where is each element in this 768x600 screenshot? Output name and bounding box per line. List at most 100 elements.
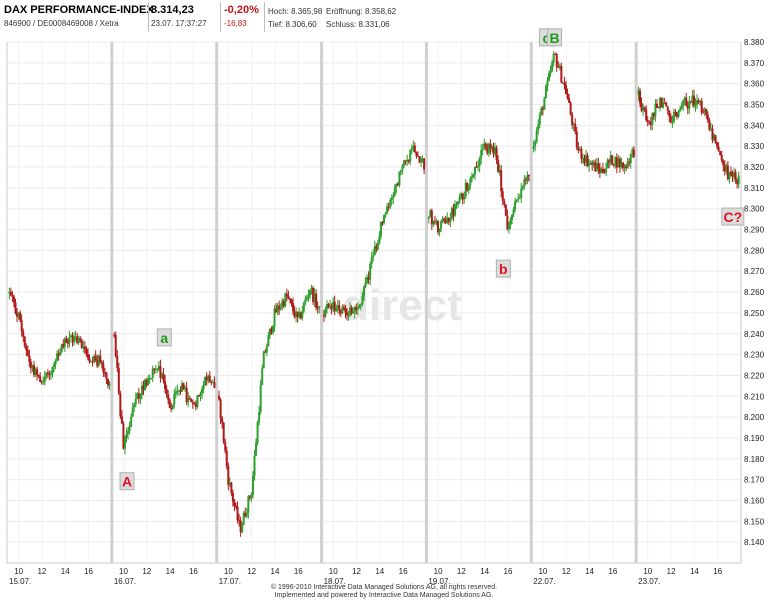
candle-body	[651, 113, 654, 125]
candle-body	[369, 263, 372, 280]
candle-body	[160, 373, 163, 378]
candle-body	[514, 201, 517, 210]
y-tick-label: 8.270	[744, 267, 765, 276]
candle-body	[470, 176, 473, 179]
candle-body	[304, 299, 307, 303]
candle-body	[726, 165, 729, 179]
y-tick-label: 8.350	[744, 101, 765, 110]
x-tick-label: 14	[166, 567, 175, 576]
candle-body	[261, 368, 264, 385]
candle-body	[440, 221, 443, 229]
candle-body	[373, 246, 376, 256]
candle-body	[728, 171, 731, 179]
candle-body	[241, 524, 244, 533]
candle-body	[583, 158, 586, 164]
candle-body	[655, 103, 658, 107]
candle-body	[268, 328, 271, 336]
candle-body	[69, 335, 72, 337]
candle-body	[594, 162, 597, 172]
candle-body	[381, 222, 384, 224]
candle-body	[521, 186, 524, 189]
candle-body	[276, 305, 279, 313]
x-tick-label: 14	[375, 567, 384, 576]
candle-body	[595, 163, 598, 172]
candle-body	[318, 305, 321, 308]
change-absolute: -16,83	[224, 19, 247, 28]
candle-body	[292, 303, 295, 312]
x-tick-label: 16	[504, 567, 513, 576]
candle-body	[174, 391, 177, 394]
y-tick-label: 8.360	[744, 80, 765, 89]
candle-body	[341, 307, 344, 314]
candle-body	[73, 336, 76, 343]
candle-body	[441, 218, 444, 222]
candle-body	[378, 236, 381, 244]
candle-body	[322, 315, 325, 317]
candle-body	[48, 373, 51, 375]
candle-body	[242, 512, 245, 525]
candle-body	[626, 161, 629, 169]
candle-body	[623, 165, 626, 169]
candle-body	[703, 109, 706, 113]
candle-body	[353, 306, 356, 313]
candle-body	[205, 376, 208, 381]
header-divider	[148, 2, 149, 32]
candle-body	[14, 302, 17, 314]
candle-body	[335, 307, 338, 312]
candle-body	[253, 455, 256, 476]
candle-body	[66, 342, 69, 344]
candle-body	[281, 300, 284, 308]
candle-body	[134, 398, 137, 405]
candle-body	[376, 243, 379, 250]
candle-body	[543, 98, 546, 110]
y-tick-label: 8.200	[744, 413, 765, 422]
candle-body	[694, 104, 697, 106]
day-open: Eröffnung: 8.358,62	[326, 7, 397, 16]
candle-body	[34, 369, 37, 375]
candle-body	[225, 450, 228, 467]
candle-body	[159, 365, 162, 378]
candle-body	[714, 135, 717, 143]
candle-body	[325, 304, 328, 309]
candle-body	[729, 171, 732, 174]
candle-body	[196, 395, 199, 407]
candle-body	[443, 218, 446, 220]
candle-body	[346, 312, 349, 316]
candle-body	[296, 311, 299, 317]
candle-body	[551, 62, 554, 72]
x-tick-label: 14	[690, 567, 699, 576]
candle-body	[535, 130, 538, 142]
y-tick-label: 8.280	[744, 246, 765, 255]
candle-body	[409, 150, 412, 162]
candle-body	[31, 365, 34, 369]
candle-body	[642, 107, 645, 111]
candle-body	[39, 376, 42, 382]
candle-body	[184, 387, 187, 390]
candle-body	[541, 107, 544, 110]
candle-body	[458, 197, 461, 202]
x-tick-label: 10	[538, 567, 547, 576]
candle-body	[731, 173, 734, 177]
x-tick-label: 12	[562, 567, 571, 576]
candle-body	[284, 293, 287, 307]
candle-body	[105, 372, 108, 380]
candle-body	[597, 163, 600, 169]
candle-body	[736, 179, 739, 185]
header-divider	[264, 2, 265, 32]
candle-body	[649, 122, 652, 125]
x-tick-label: 16	[608, 567, 617, 576]
candle-body	[568, 97, 571, 103]
candle-body	[608, 160, 611, 163]
candle-body	[420, 158, 423, 163]
candle-body	[179, 390, 182, 392]
candle-body	[437, 221, 440, 233]
candle-body	[540, 107, 543, 115]
candle-body	[270, 328, 273, 333]
candle-body	[639, 90, 642, 104]
candle-body	[168, 399, 171, 408]
candle-body	[631, 149, 634, 154]
candle-body	[233, 501, 236, 506]
candle-body	[662, 102, 665, 108]
candle-body	[723, 165, 726, 172]
day-label: 16.07.	[114, 577, 136, 586]
